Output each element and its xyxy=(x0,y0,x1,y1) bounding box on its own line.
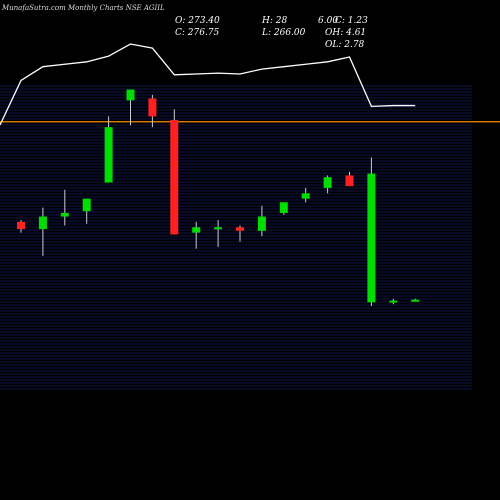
high-value: H: 28 xyxy=(262,16,288,26)
volume-line xyxy=(0,43,416,126)
candle-body xyxy=(60,212,69,217)
candles xyxy=(17,89,420,306)
price-grid xyxy=(0,85,472,390)
candle-body xyxy=(236,227,244,231)
open-value: O: 273.40 xyxy=(175,16,220,26)
change-percent: C: 1.23 xyxy=(335,16,368,26)
candle-body xyxy=(257,216,266,231)
candle-body xyxy=(82,198,91,212)
candle-body xyxy=(192,227,201,233)
candle-body xyxy=(104,127,113,183)
candle-body xyxy=(389,300,398,303)
oh-value: OH: 4.61 xyxy=(325,28,367,38)
candle-body xyxy=(38,216,47,230)
candle-body xyxy=(17,221,25,230)
chart-title: MunafaSutra.com Monthly Charts NSE AGIIL xyxy=(2,4,165,12)
candle-body xyxy=(126,89,135,101)
change-value: 6.00 xyxy=(318,16,339,26)
candle-body xyxy=(301,193,310,199)
candle-body xyxy=(411,299,420,302)
candle-body xyxy=(345,175,354,187)
candle-body xyxy=(214,227,223,230)
close-value: C: 276.75 xyxy=(175,28,220,38)
candle-body xyxy=(148,98,157,117)
candle-body xyxy=(323,177,332,188)
ol-value: OL: 2.78 xyxy=(325,40,365,50)
low-value: L: 266.00 xyxy=(262,28,306,38)
candle-body xyxy=(170,119,179,235)
candle-body xyxy=(279,202,288,213)
candle-body xyxy=(367,173,376,303)
